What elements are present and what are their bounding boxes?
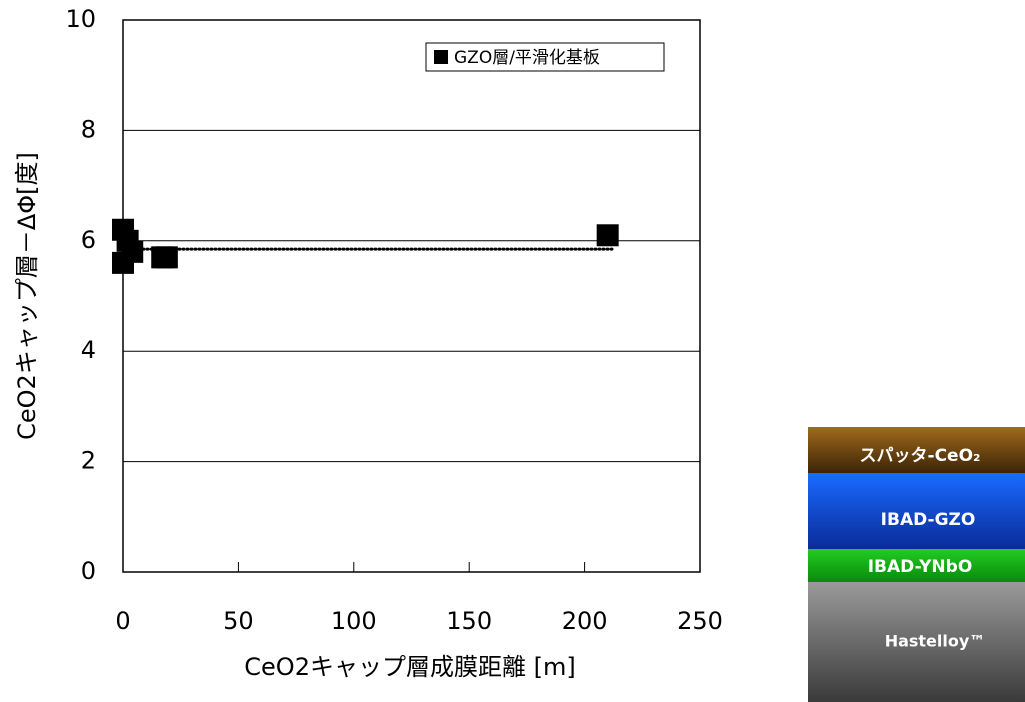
legend-marker	[434, 50, 448, 64]
layer-ceo2	[808, 427, 1025, 473]
y-tick-label: 0	[81, 557, 96, 585]
x-tick-label: 0	[115, 607, 130, 635]
layer-label: IBAD-YNbO	[868, 557, 973, 577]
x-tick-label: 150	[446, 607, 492, 635]
layer-label: Hastelloy™	[885, 632, 986, 651]
x-tick-label: 200	[562, 607, 608, 635]
layer-ynbo	[808, 549, 1025, 582]
marker	[596, 224, 619, 247]
y-tick-label: 2	[81, 447, 96, 475]
x-tick-label: 50	[223, 607, 254, 635]
y-tick-label: 10	[65, 5, 96, 33]
layer-hastelloy	[808, 582, 1025, 702]
layer-label: スパッタ-CeO₂	[860, 446, 981, 466]
y-tick-label: 8	[81, 115, 96, 143]
legend-label: GZO層/平滑化基板	[454, 48, 600, 68]
marker	[121, 240, 144, 263]
legend-box	[425, 42, 665, 72]
layer-gzo	[808, 473, 1025, 549]
x-tick-label: 250	[677, 607, 723, 635]
layer-label: IBAD-GZO	[881, 510, 976, 530]
x-tick-label: 100	[331, 607, 377, 635]
y-tick-label: 4	[81, 336, 96, 364]
marker	[155, 246, 178, 269]
y-axis-title: CeO2キャップ層－ΔΦ[度]	[13, 152, 41, 440]
plot-frame	[122, 19, 701, 573]
x-axis-title: CeO2キャップ層成膜距離 [m]	[244, 653, 575, 681]
y-tick-label: 6	[81, 226, 96, 254]
